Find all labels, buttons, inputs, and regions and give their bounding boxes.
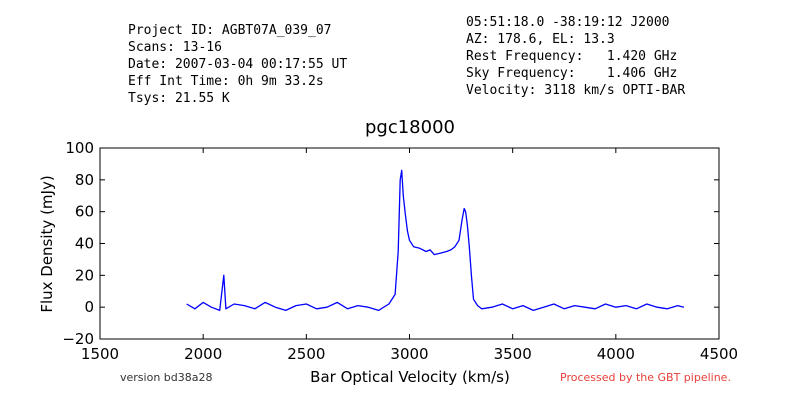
x-tick-label: 4000 <box>597 345 635 363</box>
x-axis-label: Bar Optical Velocity (km/s) <box>310 368 510 386</box>
chart-title: pgc18000 <box>365 117 455 138</box>
date-text: Date: 2007-03-04 00:17:55 UT <box>128 57 348 72</box>
version-text: version bd38a28 <box>120 371 213 384</box>
az-el-text: AZ: 178.6, EL: 13.3 <box>466 32 615 47</box>
ticks-layer: 1500 2000 2500 3000 3500 4000 4500 −20 0 20 40 60 80… <box>62 139 738 363</box>
velocity-text: Velocity: 3118 km/s OPTI-BAR <box>466 83 686 98</box>
sky-frequency-text: Sky Frequency: 1.406 GHz <box>466 66 678 81</box>
y-tick-label: 80 <box>75 171 94 189</box>
y-axis-label: Flux Density (mJy) <box>38 175 56 312</box>
spectrum-series-line <box>186 169 685 312</box>
x-tick-label: 2000 <box>184 345 222 363</box>
series-layer <box>186 169 685 312</box>
x-tick-label: 4500 <box>700 345 738 363</box>
y-tick-label: 100 <box>65 139 94 157</box>
x-tick-label: 3000 <box>390 345 428 363</box>
plot-frame <box>99 147 720 340</box>
y-tick-label: 40 <box>75 235 94 253</box>
eff-int-time-text: Eff Int Time: 0h 9m 33.2s <box>128 74 324 89</box>
rest-frequency-text: Rest Frequency: 1.420 GHz <box>466 49 678 64</box>
x-tick-label: 1500 <box>81 345 119 363</box>
y-tick-label: 60 <box>75 203 94 221</box>
x-tick-label: 3500 <box>494 345 532 363</box>
x-tick-label: 2500 <box>287 345 325 363</box>
coordinates-text: 05:51:18.0 -38:19:12 J2000 <box>466 15 670 30</box>
processed-by-text: Processed by the GBT pipeline. <box>560 371 731 384</box>
project-id-text: Project ID: AGBT07A_039_07 <box>128 23 332 38</box>
y-tick-label: 0 <box>84 298 94 316</box>
y-tick-label: 20 <box>75 266 94 284</box>
tsys-text: Tsys: 21.55 K <box>128 91 230 106</box>
y-tick-label: −20 <box>62 330 94 348</box>
scans-text: Scans: 13-16 <box>128 40 222 55</box>
